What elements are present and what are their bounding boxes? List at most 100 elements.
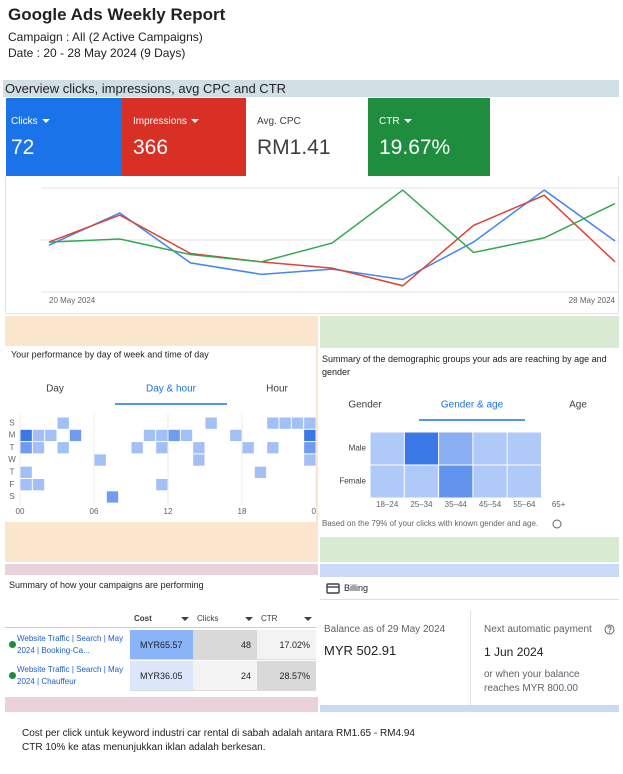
heat-cell — [542, 466, 575, 498]
help-icon[interactable] — [604, 624, 615, 635]
heat-cell — [169, 418, 180, 429]
heat-cell — [193, 479, 204, 490]
scorecard-label: Avg. CPC — [257, 116, 301, 127]
row-label: T — [10, 443, 15, 452]
heat-cell — [280, 479, 291, 490]
heat-cell — [218, 467, 229, 478]
heat-cell — [132, 491, 143, 502]
overview-title: Overview clicks, impressions, avg CPC an… — [5, 81, 287, 96]
heat-cell — [255, 430, 266, 441]
heat-cell — [169, 454, 180, 465]
row-label: Male — [349, 444, 367, 453]
tab[interactable]: Gender — [348, 400, 382, 411]
heat-cell — [45, 442, 56, 453]
heat-cell — [156, 454, 167, 465]
col-label: 18–24 — [376, 500, 399, 509]
overview-band — [3, 80, 619, 97]
scorecard-value: 19.67% — [379, 136, 451, 159]
heat-cell — [243, 491, 254, 502]
heat-cell — [94, 454, 106, 466]
heat-cell — [206, 442, 217, 453]
day-hour-card: Your performance by day of week and time… — [5, 346, 321, 522]
heat-cell — [144, 479, 155, 490]
col-label: 65+ — [552, 500, 566, 509]
demographic-card: Summary of the demographic groups your a… — [320, 348, 619, 537]
heat-cell — [95, 467, 106, 478]
heat-cell — [255, 491, 266, 502]
heat-cell — [32, 479, 45, 491]
heat-cell — [45, 479, 56, 490]
heat-cell — [33, 454, 44, 465]
heat-cell — [132, 430, 143, 441]
sort-icon — [245, 617, 253, 621]
tab[interactable]: Gender & age — [441, 400, 504, 411]
heat-cell — [70, 491, 81, 502]
row-label: T — [10, 467, 15, 476]
table-cell: 28.57% — [257, 661, 316, 691]
scorecard-impressions[interactable]: Impressions 366 — [122, 98, 246, 176]
heat-cell — [255, 479, 266, 490]
heat-cell — [20, 442, 32, 454]
heat-cell — [267, 491, 278, 502]
campaign-name[interactable]: Website Traffic | Search | May 2024 | Ch… — [17, 665, 124, 686]
heat-cell — [267, 442, 279, 454]
heat-cell — [144, 454, 155, 465]
heat-cell — [370, 465, 404, 498]
heat-cell — [370, 432, 404, 465]
tab[interactable]: Age — [569, 400, 587, 411]
scorecard-clicks[interactable]: Clicks 72 — [6, 98, 122, 176]
heat-cell — [45, 454, 56, 465]
next-label: Next automatic payment — [484, 624, 592, 635]
heat-cell — [243, 418, 254, 429]
heat-cell — [304, 442, 316, 454]
heat-cell — [69, 429, 82, 442]
heat-cell — [404, 465, 439, 498]
heat-cell — [58, 491, 69, 502]
heat-cell — [32, 442, 45, 454]
heat-cell — [119, 491, 130, 502]
heat-cell — [95, 430, 106, 441]
day-hour-heatmap: Your performance by day of week and time… — [8, 349, 321, 516]
heat-cell — [144, 467, 155, 478]
heat-cell — [267, 479, 278, 490]
heat-cell — [168, 429, 180, 442]
heat-cell — [280, 467, 291, 478]
heat-cell — [218, 430, 229, 441]
heat-cell — [292, 491, 303, 502]
heat-cell — [181, 491, 192, 502]
heat-cell — [243, 467, 254, 478]
row-label: S — [9, 492, 14, 501]
heat-cell — [181, 418, 192, 429]
campaign-name[interactable]: Website Traffic | Search | May 2024 | Bo… — [17, 634, 124, 655]
tab[interactable]: Hour — [266, 384, 288, 395]
scorecard-cpc[interactable]: Avg. CPC RM1.41 — [246, 98, 368, 176]
card-title: Your performance by day of week and time… — [11, 349, 209, 359]
row-label: W — [8, 455, 16, 464]
heat-cell — [291, 417, 304, 429]
heat-cell — [57, 442, 69, 454]
heat-cell — [242, 442, 254, 454]
row-label: M — [9, 431, 16, 440]
heat-cell — [507, 432, 541, 465]
tab[interactable]: Day & hour — [146, 384, 197, 395]
heat-cell — [507, 465, 541, 498]
heat-cell — [20, 429, 32, 442]
heat-cell — [206, 454, 217, 465]
line-series — [48, 194, 616, 287]
heat-cell — [82, 430, 93, 441]
tab[interactable]: Day — [46, 384, 64, 395]
heat-cell — [193, 491, 204, 502]
heat-cell — [230, 467, 241, 478]
heat-cell — [144, 418, 155, 429]
heat-cell — [218, 491, 229, 502]
heat-cell — [33, 418, 44, 429]
status-dot — [9, 641, 16, 648]
card-title: Summary of how your campaigns are perfor… — [9, 580, 204, 590]
heat-cell — [21, 418, 32, 429]
heat-cell — [156, 491, 167, 502]
scorecard-ctr[interactable]: CTR 19.67% — [368, 98, 490, 176]
scorecard-value: 366 — [133, 136, 169, 159]
heat-cell — [255, 418, 266, 429]
heat-cell — [267, 467, 278, 478]
